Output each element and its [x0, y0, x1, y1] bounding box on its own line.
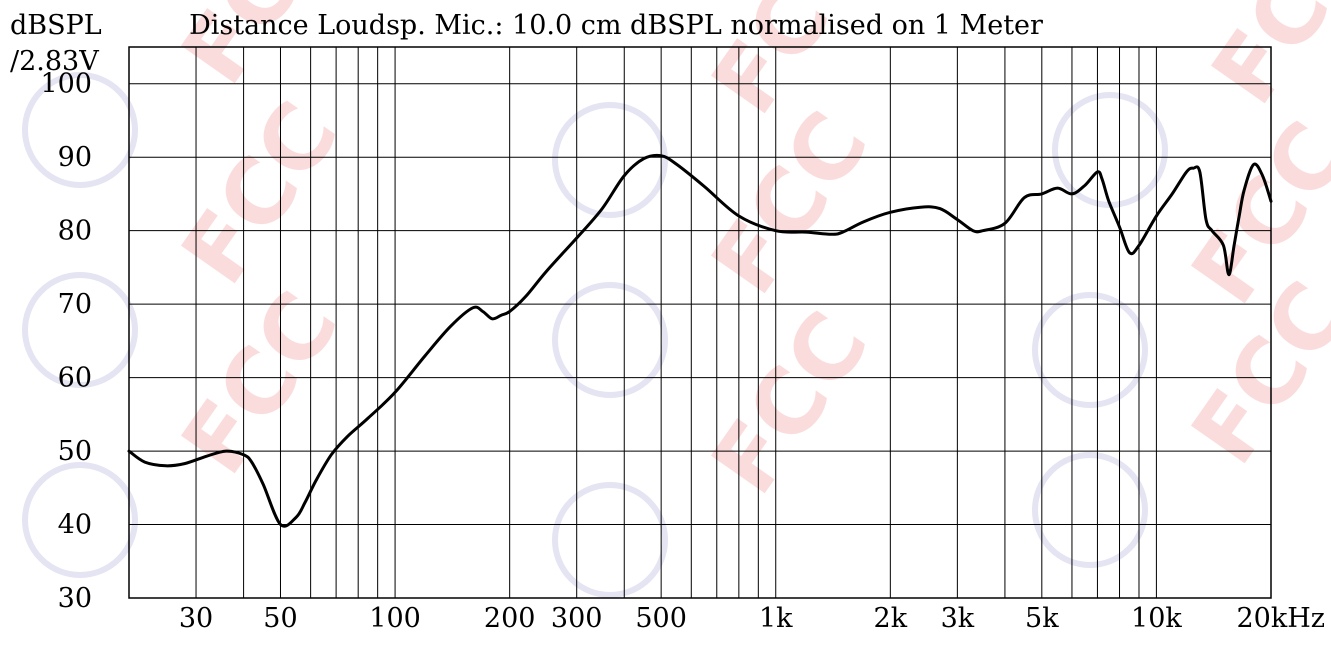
response-curve	[127, 153, 1273, 528]
x-tick-label: 5k	[1025, 603, 1059, 634]
y-tick-label: 50	[58, 436, 92, 467]
plot-frame	[128, 46, 1272, 599]
x-tick-label: 100	[369, 603, 421, 634]
watermark-logo-ring	[22, 272, 138, 388]
y-tick-label: 80	[58, 216, 92, 247]
x-tick-label: 3k	[941, 603, 975, 634]
y-tick-label: 90	[58, 142, 92, 173]
y-tick-label: 100	[40, 69, 92, 100]
watermark-logo-ring	[552, 102, 668, 218]
y-axis-label-unit: dBSPL	[10, 10, 102, 41]
x-tick-label: 1k	[759, 603, 793, 634]
watermark-logo-ring	[552, 482, 668, 598]
y-tick-label: 60	[58, 363, 92, 394]
y-tick-labels: 100 90 80 70 60 50 40 30	[40, 69, 92, 614]
watermark-logo-ring	[22, 462, 138, 578]
chart-title: Distance Loudsp. Mic.: 10.0 cm dBSPL nor…	[189, 10, 1043, 41]
x-tick-label: 30	[179, 603, 213, 634]
x-tick-label: 10k	[1131, 603, 1182, 634]
x-tick-label: 20kHz	[1237, 603, 1326, 634]
y-axis-label-reference: /2.83V	[10, 46, 99, 77]
x-tick-label: 50	[263, 603, 297, 634]
watermark-logo-ring	[1032, 292, 1148, 408]
y-tick-label: 40	[58, 510, 92, 541]
watermark-logo-ring	[1032, 452, 1148, 568]
watermark-logo-ring	[552, 282, 668, 398]
watermark-logo-ring	[22, 72, 138, 188]
watermark: FCCFCCFCCFCCFCCFCCFCCFCCFCC	[22, 0, 1331, 598]
grid	[129, 47, 1271, 599]
x-tick-labels: 30 50 100 200 300 500 1k 2k 3k 5k 10k 20kHz	[179, 603, 1325, 634]
x-tick-label: 500	[635, 603, 687, 634]
watermark-text: FCC	[1192, 0, 1331, 123]
x-tick-label: 300	[551, 603, 603, 634]
watermark-text: FCC	[692, 294, 889, 513]
watermark-text: FCC	[162, 84, 359, 303]
x-tick-label: 2k	[874, 603, 908, 634]
y-tick-label: 30	[58, 583, 92, 614]
x-tick-label: 200	[484, 603, 536, 634]
y-tick-label: 70	[58, 289, 92, 320]
